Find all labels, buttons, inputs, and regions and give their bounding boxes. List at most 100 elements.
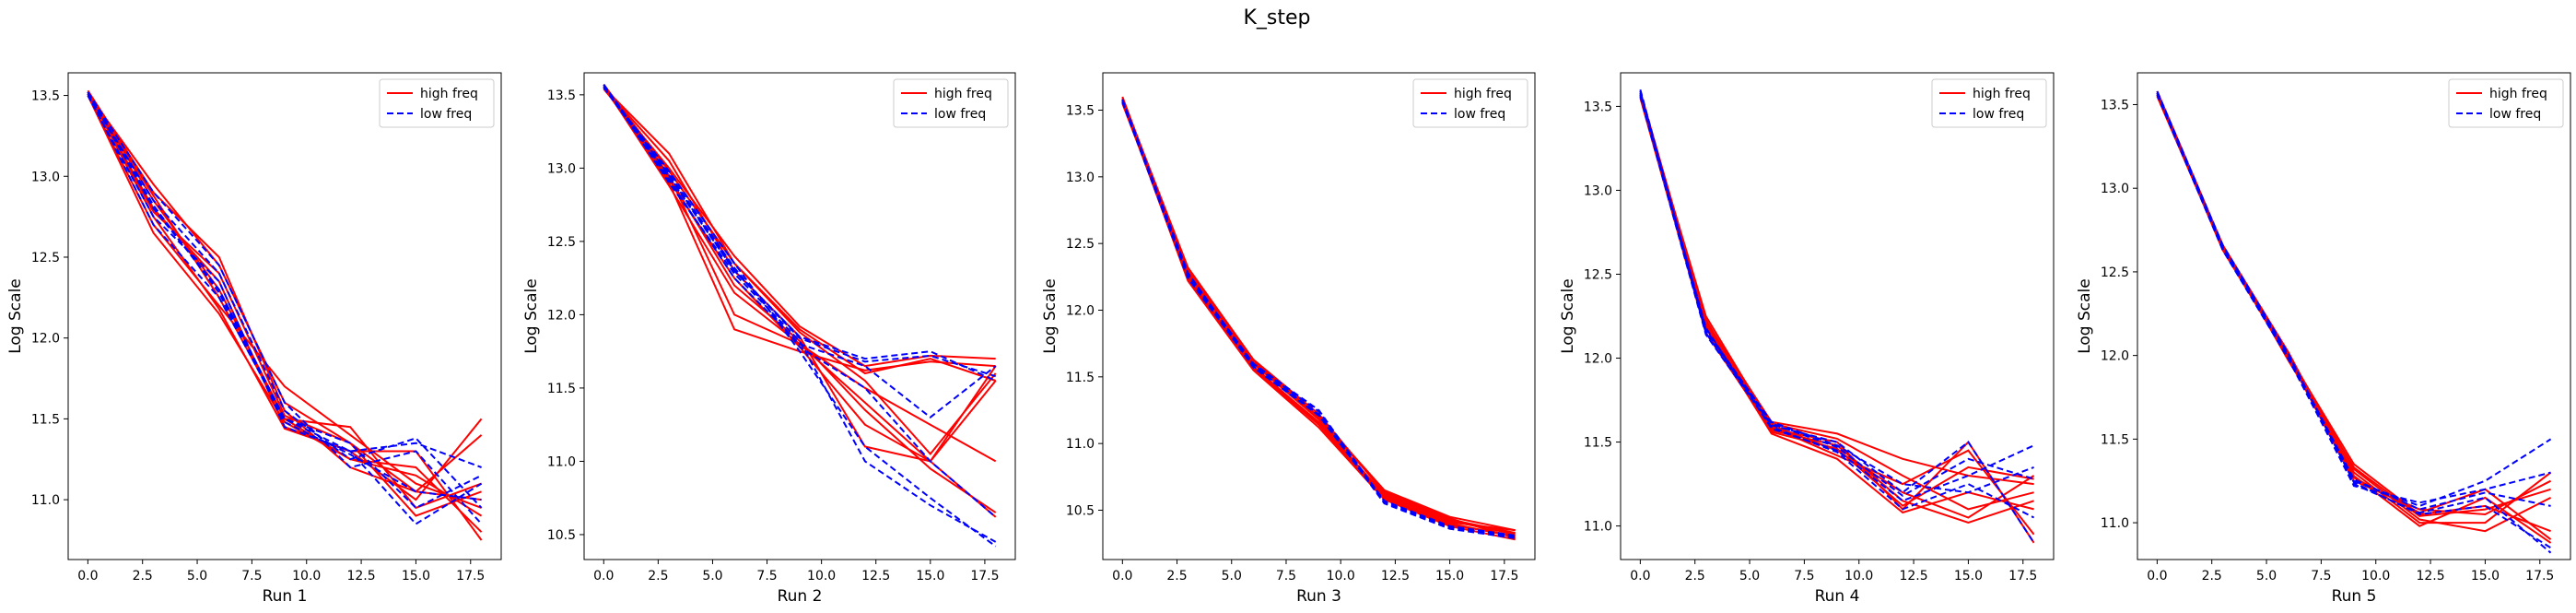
y-tick-label: 13.5 xyxy=(1584,100,1612,114)
high-freq-line-1 xyxy=(1639,92,2035,544)
y-tick-label: 12.5 xyxy=(1066,237,1095,252)
y-tick-label: 11.0 xyxy=(31,493,60,508)
high-freq-line-8 xyxy=(1639,96,2034,507)
y-tick-label: 11.5 xyxy=(547,382,576,396)
x-tick-label: 2.5 xyxy=(648,569,668,584)
y-tick-label: 13.0 xyxy=(547,161,576,176)
low-freq-line-9 xyxy=(1639,88,2035,544)
low-freq-line-12 xyxy=(2156,94,2552,554)
x-tick-label: 17.5 xyxy=(2525,569,2554,584)
x-tick-label: 12.5 xyxy=(1381,569,1410,584)
high-freq-line-3 xyxy=(87,93,482,517)
x-tick-label: 17.5 xyxy=(456,569,485,584)
x-axis-label: Run 3 xyxy=(1296,587,1341,606)
high-freq-line-5 xyxy=(2156,92,2552,533)
x-tick-label: 10.0 xyxy=(807,569,836,584)
x-tick-label: 7.5 xyxy=(2311,569,2331,584)
high-freq-line-3 xyxy=(2156,90,2552,544)
x-tick-label: 12.5 xyxy=(1899,569,1927,584)
subplot-3: 0.0 2.5 5.0 7.5 10.0 12.5 15.0 17.5 10.5 11.0 11.5… xyxy=(1041,72,1536,606)
high-freq-line-5 xyxy=(603,85,997,463)
high-freq-line-4 xyxy=(2156,94,2552,516)
high-freq-line-3 xyxy=(1121,96,1516,538)
subplot-2: 0.0 2.5 5.0 7.5 10.0 12.5 15.0 17.5 10.5 11.0 11.5… xyxy=(522,72,1016,606)
low-freq-line-9 xyxy=(1121,100,1516,538)
y-tick-label: 11.5 xyxy=(1066,371,1095,385)
y-tick-label: 11.0 xyxy=(1066,437,1095,452)
legend-high-freq-label: high freq xyxy=(2489,87,2547,101)
y-tick-label: 12.5 xyxy=(31,251,60,265)
y-tick-label: 13.0 xyxy=(2101,182,2129,196)
legend-box xyxy=(893,78,1009,128)
axes-frame xyxy=(1102,72,1536,560)
low-freq-line-14 xyxy=(603,85,997,518)
x-tick-label: 17.5 xyxy=(2008,569,2037,584)
x-tick-label: 7.5 xyxy=(756,569,777,584)
x-tick-label: 0.0 xyxy=(77,569,98,584)
x-tick-label: 15.0 xyxy=(916,569,944,584)
x-tick-label: 5.0 xyxy=(2256,569,2277,584)
x-tick-label: 17.5 xyxy=(970,569,999,584)
legend-high-freq-label: high freq xyxy=(934,87,992,101)
low-freq-line-11 xyxy=(1121,99,1516,536)
y-tick-label: 11.5 xyxy=(1584,436,1612,451)
x-axis-label: Run 2 xyxy=(778,587,823,606)
low-freq-line-11 xyxy=(2156,92,2551,511)
x-tick-label: 5.0 xyxy=(702,569,722,584)
x-tick-label: 7.5 xyxy=(1794,569,1814,584)
high-freq-line-2 xyxy=(87,91,483,533)
high-freq-line-2 xyxy=(603,87,997,382)
axes-frame xyxy=(67,72,502,560)
high-freq-line-4 xyxy=(1639,90,2034,486)
low-freq-line-8 xyxy=(2156,92,2552,507)
x-tick-label: 10.0 xyxy=(2361,569,2390,584)
high-freq-line-2 xyxy=(2156,96,2552,525)
y-axis-label: Log Scale xyxy=(2076,278,2094,354)
y-tick-label: 11.0 xyxy=(2101,516,2129,531)
high-freq-line-9 xyxy=(603,85,997,513)
x-tick-label: 0.0 xyxy=(1112,569,1132,584)
high-freq-line-8 xyxy=(603,84,997,456)
x-tick-label: 0.0 xyxy=(593,569,614,584)
y-tick-label: 12.0 xyxy=(1584,352,1612,367)
legend-box xyxy=(2448,78,2564,128)
subplot-4: 0.0 2.5 5.0 7.5 10.0 12.5 15.0 17.5 11.0 11.5 12.0… xyxy=(1559,72,2055,606)
series-group xyxy=(87,89,483,541)
y-tick-label: 12.0 xyxy=(31,332,60,347)
y-tick-label: 11.0 xyxy=(547,454,576,469)
low-freq-line-12 xyxy=(87,95,483,525)
legend-box xyxy=(1412,78,1528,128)
legend-low-freq-label: low freq xyxy=(420,107,472,122)
x-tick-label: 0.0 xyxy=(2147,569,2167,584)
low-freq-line-11 xyxy=(87,93,483,509)
legend-high-freq-label: high freq xyxy=(420,87,478,101)
low-freq-line-11 xyxy=(603,85,997,418)
x-axis-label: Run 1 xyxy=(263,587,308,606)
low-freq-line-9 xyxy=(2156,94,2551,504)
low-freq-line-14 xyxy=(87,93,483,510)
low-freq-line-13 xyxy=(87,91,483,525)
y-tick-label: 13.5 xyxy=(547,88,576,103)
high-freq-line-1 xyxy=(2156,92,2551,533)
x-tick-label: 7.5 xyxy=(241,569,262,584)
x-tick-label: 15.0 xyxy=(402,569,430,584)
y-tick-label: 13.0 xyxy=(31,170,60,184)
legend: high freq low freq xyxy=(1931,78,2047,128)
legend-box xyxy=(1931,78,2047,128)
legend: high freq low freq xyxy=(379,78,495,128)
high-freq-line-1 xyxy=(1121,99,1516,532)
subplot-1: 0.0 2.5 5.0 7.5 10.0 12.5 15.0 17.5 11.0 11.5 12.0… xyxy=(6,72,502,606)
y-axis-label: Log Scale xyxy=(1041,278,1060,354)
low-freq-line-12 xyxy=(1121,100,1516,538)
legend-low-freq-label: low freq xyxy=(1973,107,2024,122)
x-tick-label: 15.0 xyxy=(1435,569,1464,584)
low-freq-line-12 xyxy=(603,87,997,548)
y-tick-label: 13.5 xyxy=(31,89,60,104)
y-tick-label: 12.0 xyxy=(1066,303,1095,318)
low-freq-line-15 xyxy=(87,91,482,501)
high-freq-line-5 xyxy=(87,89,483,493)
x-axis-label: Run 4 xyxy=(1815,587,1860,606)
high-freq-line-1 xyxy=(87,91,483,501)
y-tick-label: 12.0 xyxy=(547,308,576,323)
low-freq-line-15 xyxy=(603,87,996,378)
